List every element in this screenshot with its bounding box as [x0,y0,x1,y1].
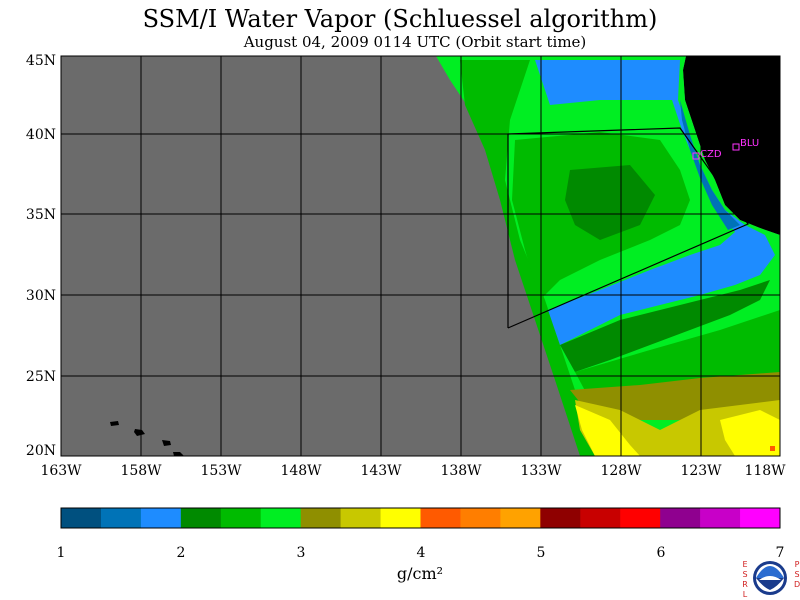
swath-yellow [575,405,640,456]
colorbar-tick: 2 [176,545,186,561]
colorbar-swatch [700,508,741,528]
psd-label: PSD [794,560,800,589]
island-maui [162,440,171,446]
noaa-logo [753,561,787,595]
colorbar-tick: 3 [296,545,306,561]
colorbar-tick: 4 [416,545,426,561]
station-czd-label: CZD [700,149,722,160]
swath-green-mid [460,60,600,456]
psd-text: PSD [792,560,800,590]
colorbar-tick: 5 [536,545,546,561]
station-blu-marker [732,143,740,151]
swath-yellow-east [720,410,780,456]
lon-label: 148W [280,463,322,479]
colorbar-tick: 1 [56,545,66,561]
lon-label: 138W [440,463,482,479]
colorbar-frame [60,507,781,529]
lat-label: 20N [25,443,56,459]
colorbar-swatch [180,508,222,528]
colorbar-swatch [580,508,621,528]
colorbar-swatch [660,508,701,528]
swath-green-dark-core [565,165,655,240]
lat-label: 25N [25,369,56,385]
colorbar-swatch [300,508,342,528]
colorbar-swatch [420,508,461,528]
map-frame [60,55,781,457]
lat-label: 30N [25,288,56,304]
colorbar-swatch [740,508,781,528]
chart-subtitle: August 04, 2009 0114 UTC (Orbit start ti… [243,33,587,51]
colorbar-tick: 7 [775,545,785,561]
colorbar-swatch [620,508,661,528]
colorbar-swatch [100,508,142,528]
colorbar-swatch [260,508,302,528]
colorbar-swatch [340,508,382,528]
station-blu-label: BLU [740,138,759,149]
lat-label: 40N [25,127,56,143]
colorbar-swatches [61,508,781,528]
colorbar-tick: 6 [656,545,666,561]
colorbar-swatch [500,508,541,528]
colorbar-units: g/cm² [396,564,444,583]
esrl-text: ESRL [740,560,750,600]
colorbar-swatch [140,508,182,528]
colorbar-swatch [460,508,501,528]
colorbar-swatch [380,508,421,528]
swath-green-lower [560,280,770,372]
grid-lines [61,56,780,456]
esrl-label: ESRL [742,560,748,599]
island-hawaii [173,452,184,456]
island-kauai [110,421,119,426]
colorbar-swatch [61,508,102,528]
station-czd-marker [692,152,700,160]
lon-label: 163W [40,463,82,479]
island-oahu [134,429,145,436]
land-mass [683,56,780,235]
lat-label: 35N [25,207,56,223]
lon-label: 158W [120,463,162,479]
swath-red-spot [770,446,775,451]
lon-label: 128W [600,463,642,479]
swath-blue-outer [535,60,775,345]
colorbar-swatch [540,508,581,528]
lon-label: 133W [520,463,562,479]
colorbar-swatch [220,508,262,528]
analysis-region-outline [507,127,749,329]
chart-title: SSM/I Water Vapor (Schluessel algorithm) [142,5,658,33]
lon-label: 118W [744,463,786,479]
lat-label: 45N [25,53,56,69]
lon-label: 143W [360,463,402,479]
lon-label: 153W [200,463,242,479]
lon-label: 123W [680,463,722,479]
